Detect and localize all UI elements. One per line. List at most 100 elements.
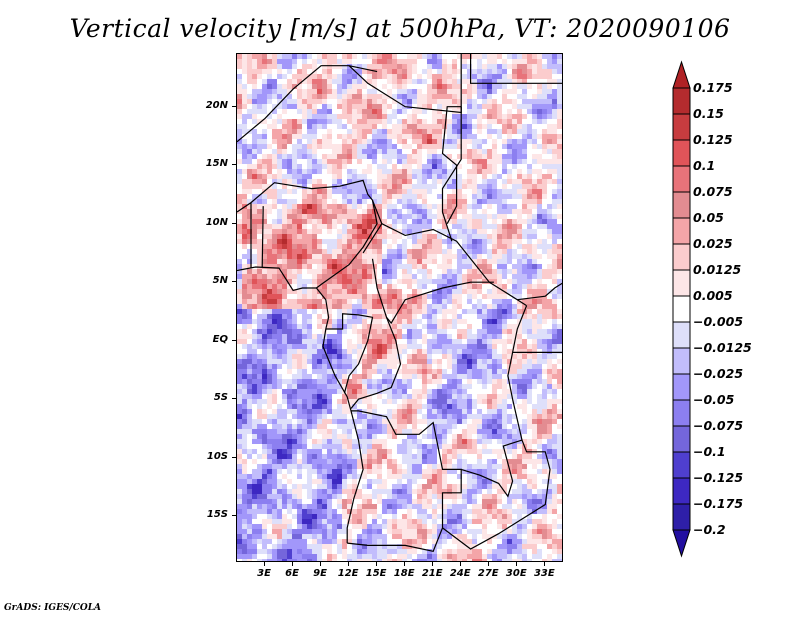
field-cell [407,189,412,194]
field-cell [487,409,492,414]
field-cell [342,334,347,339]
field-cell [417,214,422,219]
field-cell [287,234,292,239]
field-cell [557,419,562,424]
field-cell [522,299,527,304]
field-cell [387,304,392,309]
field-cell [502,284,507,289]
field-cell [277,289,282,294]
field-cell [377,194,382,199]
field-cell [322,219,327,224]
field-cell [387,154,392,159]
field-cell [447,129,452,134]
field-cell [332,384,337,389]
field-cell [547,284,552,289]
field-cell [472,414,477,419]
field-cell [432,164,437,169]
field-cell [477,149,482,154]
field-cell [457,239,462,244]
field-cell [402,384,407,389]
field-cell [267,204,272,209]
field-cell [547,74,552,79]
field-cell [457,224,462,229]
field-cell [332,154,337,159]
field-cell [327,284,332,289]
field-cell [427,299,432,304]
field-cell [492,379,497,384]
field-cell [237,89,242,94]
field-cell [497,179,502,184]
field-cell [362,294,367,299]
field-cell [277,269,282,274]
field-cell [527,119,532,124]
field-cell [387,414,392,419]
field-cell [322,424,327,429]
field-cell [352,309,357,314]
field-cell [442,394,447,399]
field-cell [502,344,507,349]
field-cell [512,354,517,359]
field-cell [237,214,242,219]
field-cell [532,239,537,244]
field-cell [387,264,392,269]
field-cell [482,409,487,414]
field-cell [297,339,302,344]
field-cell [552,54,557,59]
field-cell [522,94,527,99]
field-cell [292,379,297,384]
field-cell [497,124,502,129]
field-cell [422,184,427,189]
field-cell [397,124,402,129]
field-cell [302,234,307,239]
field-cell [262,424,267,429]
field-cell [487,69,492,74]
field-cell [467,374,472,379]
field-cell [287,384,292,389]
field-cell [502,59,507,64]
field-cell [292,244,297,249]
field-cell [327,149,332,154]
field-cell [537,339,542,344]
field-cell [512,289,517,294]
field-cell [467,389,472,394]
field-cell [447,144,452,149]
field-cell [317,249,322,254]
field-cell [347,234,352,239]
field-cell [257,94,262,99]
field-cell [442,289,447,294]
field-cell [497,379,502,384]
field-cell [377,189,382,194]
field-cell [527,289,532,294]
field-cell [397,264,402,269]
field-cell [257,384,262,389]
field-cell [267,399,272,404]
field-cell [487,329,492,334]
field-cell [252,204,257,209]
field-cell [357,84,362,89]
field-cell [552,119,557,124]
field-cell [532,319,537,324]
field-cell [312,259,317,264]
field-cell [292,144,297,149]
field-cell [542,54,547,59]
field-cell [237,304,242,309]
field-cell [272,254,277,259]
field-cell [402,404,407,409]
field-cell [532,219,537,224]
field-cell [342,249,347,254]
field-cell [407,139,412,144]
field-cell [492,224,497,229]
field-cell [342,414,347,419]
field-cell [372,94,377,99]
field-cell [497,279,502,284]
field-cell [452,259,457,264]
field-cell [452,209,457,214]
field-cell [357,339,362,344]
field-cell [502,239,507,244]
field-cell [387,109,392,114]
field-cell [262,294,267,299]
field-cell [547,279,552,284]
field-cell [382,204,387,209]
field-cell [267,394,272,399]
field-cell [292,364,297,369]
